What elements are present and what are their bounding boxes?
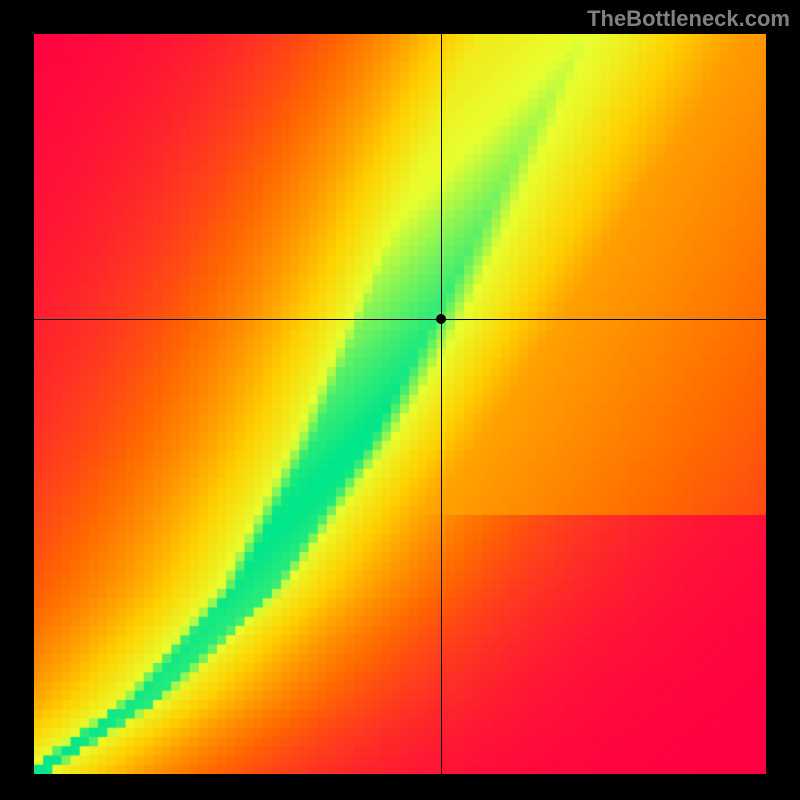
bottleneck-heatmap bbox=[34, 34, 766, 774]
crosshair-marker bbox=[436, 314, 446, 324]
chart-container: TheBottleneck.com bbox=[0, 0, 800, 800]
crosshair-vertical bbox=[441, 34, 442, 774]
watermark-text: TheBottleneck.com bbox=[587, 6, 790, 32]
crosshair-horizontal bbox=[34, 319, 766, 320]
